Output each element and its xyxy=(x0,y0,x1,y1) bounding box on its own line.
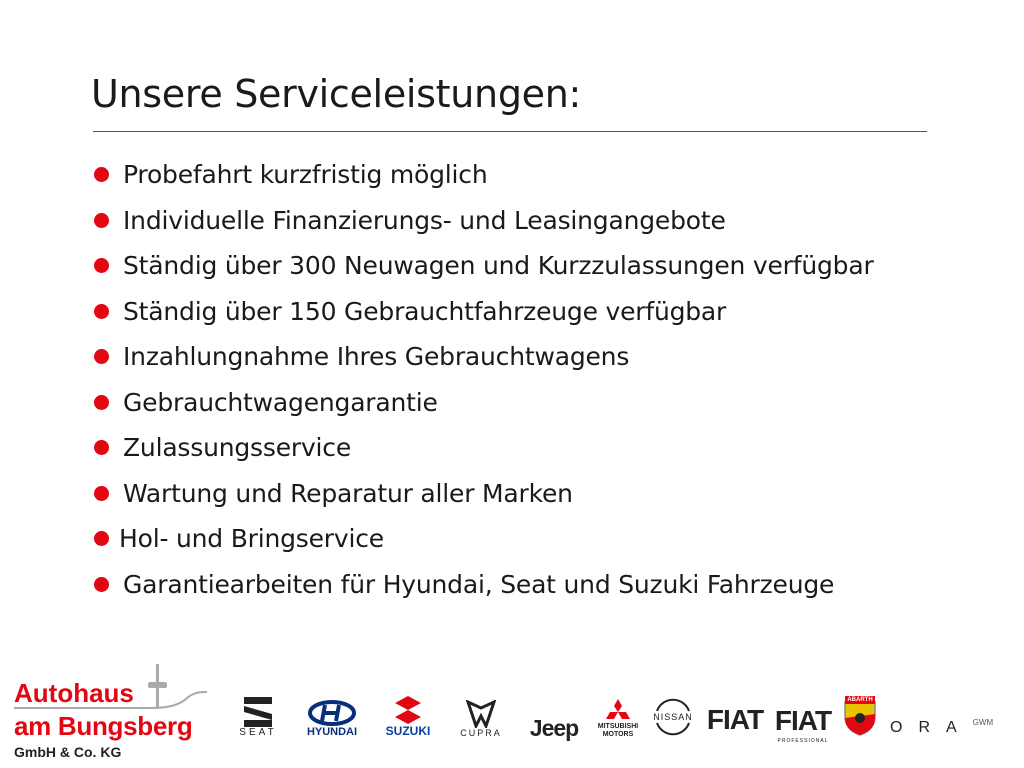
ora-logo: ORA GWM xyxy=(890,718,1020,738)
fiat-logo: FIAT xyxy=(704,696,766,738)
cupra-text: CUPRA xyxy=(460,728,502,738)
cupra-logo: CUPRA xyxy=(450,692,512,738)
list-item: Ständig über 150 Gebrauchtfahrzeuge verf… xyxy=(94,289,874,335)
page-title: Unsere Serviceleistungen: xyxy=(91,72,582,116)
list-item: Hol- und Bringservice xyxy=(94,516,874,562)
bullet-icon xyxy=(94,349,109,365)
hyundai-text: HYUNDAI xyxy=(306,726,358,738)
nissan-logo: NISSAN xyxy=(648,695,698,739)
suzuki-text: SUZUKI xyxy=(385,724,431,738)
tower-hill-icon xyxy=(14,664,207,709)
abarth-shield-icon xyxy=(844,696,876,736)
title-divider xyxy=(93,131,927,132)
jeep-text: Jeep xyxy=(529,715,579,741)
abarth-logo: ABARTH xyxy=(840,694,880,738)
service-text: Zulassungsservice xyxy=(123,433,352,463)
list-item: Gebrauchtwagengarantie xyxy=(94,380,874,426)
fiat-professional-text: FIAT xyxy=(774,705,832,736)
bullet-icon xyxy=(94,531,109,547)
list-item: Wartung und Reparatur aller Marken xyxy=(94,471,874,517)
nissan-text: NISSAN xyxy=(653,712,693,722)
service-text: Wartung und Reparatur aller Marken xyxy=(123,478,573,508)
jeep-logo: Jeep xyxy=(522,700,586,742)
suzuki-s-icon xyxy=(395,696,421,724)
list-item: Probefahrt kurzfristig möglich xyxy=(94,152,874,198)
service-text: Hol- und Bringservice xyxy=(119,524,384,554)
seat-s-icon xyxy=(244,697,272,727)
fiat-professional-logo: FIAT PROFESSIONAL xyxy=(772,696,834,744)
seat-logo: SEAT xyxy=(230,692,286,738)
dealer-logo: Autohaus am Bungsberg GmbH & Co. KG xyxy=(12,664,207,764)
abarth-text: ABARTH xyxy=(847,697,873,703)
mitsubishi-logo: MITSUBISHI MOTORS xyxy=(594,695,642,739)
fiat-professional-sub: PROFESSIONAL xyxy=(777,738,829,744)
mitsubishi-diamonds-icon xyxy=(606,699,630,719)
list-item: Garantiearbeiten für Hyundai, Seat und S… xyxy=(94,562,874,608)
seat-text: SEAT xyxy=(239,727,277,738)
cupra-icon xyxy=(466,700,496,728)
dealer-name-line1: Autohaus xyxy=(14,678,134,708)
ora-text: ORA xyxy=(890,719,973,736)
dealer-name-line3: GmbH & Co. KG xyxy=(14,744,122,760)
bullet-icon xyxy=(94,303,109,319)
bullet-icon xyxy=(94,258,109,274)
list-item: Zulassungsservice xyxy=(94,425,874,471)
bullet-icon xyxy=(94,485,109,501)
hyundai-h-icon xyxy=(308,700,356,726)
service-text: Ständig über 300 Neuwagen und Kurzzulass… xyxy=(123,251,874,281)
nissan-ring-icon xyxy=(656,698,690,736)
services-list: Probefahrt kurzfristig möglich Individue… xyxy=(94,152,874,607)
ora-sub-text: GWM xyxy=(972,718,994,727)
service-text: Probefahrt kurzfristig möglich xyxy=(123,160,488,190)
service-text: Inzahlungnahme Ihres Gebrauchtwagens xyxy=(123,342,630,372)
bullet-icon xyxy=(94,394,109,410)
service-text: Individuelle Finanzierungs- und Leasinga… xyxy=(123,205,726,235)
dealer-name-line2: am Bungsberg xyxy=(14,711,193,741)
service-text: Gebrauchtwagengarantie xyxy=(123,387,438,417)
bullet-icon xyxy=(94,167,109,183)
fiat-text: FIAT xyxy=(706,704,764,735)
list-item: Ständig über 300 Neuwagen und Kurzzulass… xyxy=(94,243,874,289)
bullet-icon xyxy=(94,212,109,228)
bullet-icon xyxy=(94,440,109,456)
service-text: Garantiearbeiten für Hyundai, Seat und S… xyxy=(123,569,835,599)
list-item: Inzahlungnahme Ihres Gebrauchtwagens xyxy=(94,334,874,380)
service-text: Ständig über 150 Gebrauchtfahrzeuge verf… xyxy=(123,296,727,326)
list-item: Individuelle Finanzierungs- und Leasinga… xyxy=(94,198,874,244)
bullet-icon xyxy=(94,576,109,592)
mitsubishi-text: MITSUBISHI MOTORS xyxy=(597,723,639,738)
hyundai-logo: HYUNDAI xyxy=(296,692,368,738)
suzuki-logo: SUZUKI xyxy=(376,692,440,738)
